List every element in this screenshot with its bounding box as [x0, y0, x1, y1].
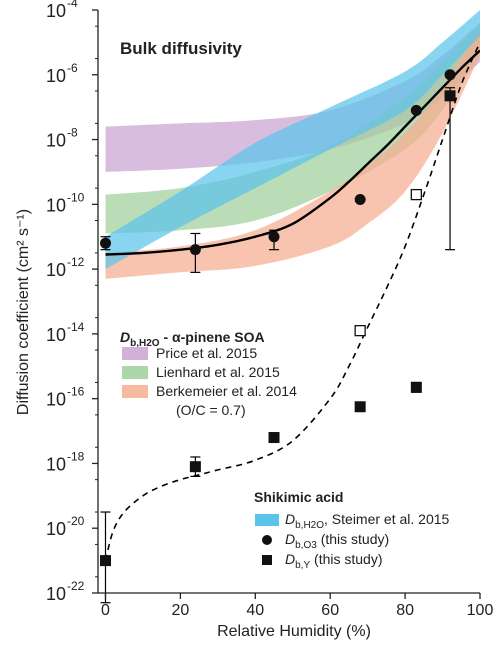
x-tick-label-1: 20 [171, 602, 189, 619]
x-tick-label-4: 80 [396, 602, 414, 619]
legend-bottom-label-0: Db,H2O, Steimer et al. 2015 [285, 511, 450, 531]
y-tick-label-7: 10 [46, 131, 66, 151]
band-0 [105, 23, 480, 172]
square-point-3 [354, 401, 366, 413]
square-point-0 [99, 555, 111, 567]
legend-top-title: Db,H2O - α-pinene SOA [120, 329, 265, 349]
open-square-point-0 [354, 324, 366, 337]
legend-top-label-1: Lienhard et al. 2015 [156, 364, 280, 380]
y-tick-exponent-6: -10 [67, 190, 85, 204]
open-square-point-1 [410, 188, 422, 201]
circle-point-1 [189, 244, 201, 256]
square-point-1 [189, 461, 201, 473]
fit-dashed-line [104, 42, 480, 561]
legend-top-swatch-1 [122, 366, 148, 379]
y-tick-exponent-1: -20 [67, 514, 85, 528]
y-tick-label-0: 10 [46, 584, 66, 604]
y-axis-label: Diffusion coefficient (cm² s⁻¹) [15, 209, 32, 415]
y-tick-exponent-3: -16 [67, 385, 85, 399]
y-tick-exponent-5: -12 [67, 255, 85, 269]
chart-title: Bulk diffusivity [120, 39, 242, 58]
y-tick-label-5: 10 [46, 260, 66, 280]
y-tick-exponent-9: -4 [67, 0, 78, 10]
y-tick-label-3: 10 [46, 390, 66, 410]
x-tick-label-0: 0 [101, 602, 110, 619]
circle-point-5 [444, 69, 456, 81]
y-tick-exponent-7: -8 [67, 126, 78, 140]
y-tick-label-8: 10 [46, 66, 66, 86]
y-tick-exponent-2: -18 [67, 449, 85, 463]
y-tick-label-6: 10 [46, 195, 66, 215]
legend-top-note: (O/C = 0.7) [176, 402, 246, 418]
band-3 [105, 10, 480, 270]
y-tick-exponent-8: -6 [67, 61, 78, 75]
y-tick-label-2: 10 [46, 454, 66, 474]
y-tick-exponent-4: -14 [67, 320, 85, 334]
legend-bottom-label-1: Db,O3 (this study) [285, 531, 389, 551]
legend-top-swatch-0 [122, 347, 148, 360]
square-point-5 [444, 90, 456, 102]
legend-top-label-2: Berkemeier et al. 2014 [156, 383, 297, 399]
x-axis-label: Relative Humidity (%) [217, 623, 371, 640]
x-tick-label-2: 40 [246, 602, 264, 619]
y-tick-label-4: 10 [46, 325, 66, 345]
x-tick-label-3: 60 [321, 602, 339, 619]
y-tick-label-1: 10 [46, 519, 66, 539]
markers-layer [99, 69, 456, 604]
legend-bottom-marker-0 [255, 514, 279, 526]
legend-bottom-marker-2 [262, 555, 272, 565]
square-point-4 [410, 381, 422, 393]
circle-point-3 [354, 193, 366, 205]
circle-point-4 [410, 104, 422, 116]
circle-point-2 [268, 231, 280, 243]
legend-top-swatch-2 [122, 385, 148, 398]
x-tick-label-5: 100 [467, 602, 494, 619]
legend-bottom-title: Shikimic acid [254, 489, 343, 505]
y-tick-label-9: 10 [46, 1, 66, 21]
legend-top-label-0: Price et al. 2015 [156, 345, 257, 361]
y-tick-exponent-0: -22 [67, 579, 85, 593]
circle-point-0 [99, 237, 111, 249]
legend-bottom-label-2: Db,Y (this study) [285, 551, 383, 571]
legend-bottom-marker-1 [262, 535, 272, 545]
square-point-2 [268, 432, 280, 444]
